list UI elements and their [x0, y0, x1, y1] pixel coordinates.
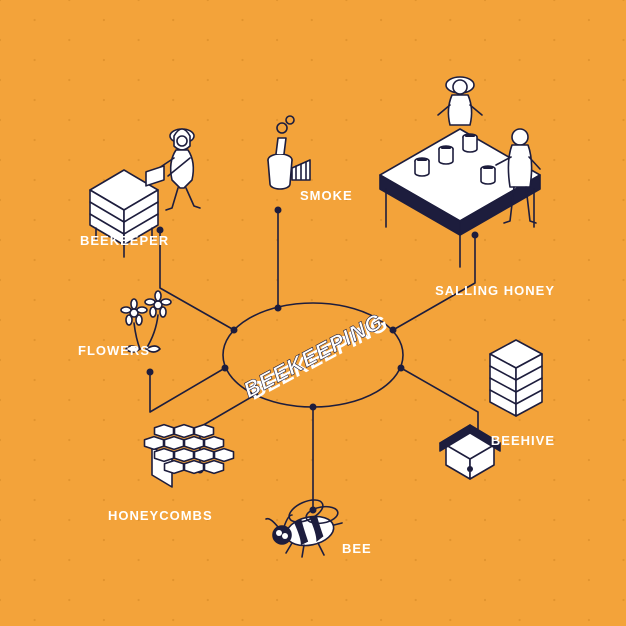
label-smoke: SMOKE: [300, 188, 353, 203]
label-bee: BEE: [342, 541, 372, 556]
label-flowers: FLOWERS: [78, 343, 150, 358]
label-beehive: BEEHIVE: [491, 433, 555, 448]
label-honeycombs: HONEYCOMBS: [108, 508, 213, 523]
beekeeping-infographic: BEEKEEPING BEEKEEPING: [0, 0, 626, 626]
label-salling_honey: SALLING HONEY: [435, 283, 555, 298]
label-beekeeper: BEEKEEPER: [80, 233, 169, 248]
